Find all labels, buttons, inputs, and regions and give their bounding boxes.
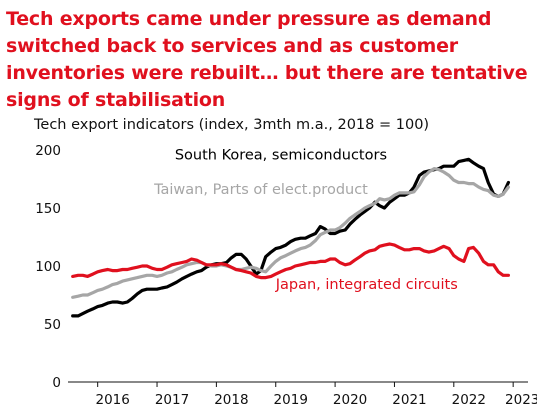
x-axis-ticks <box>97 382 514 387</box>
x-tick-label: 2018 <box>214 392 248 408</box>
chart-subtitle: Tech export indicators (index, 3mth m.a.… <box>34 117 430 133</box>
series-label: Japan, integrated circuits <box>275 277 458 293</box>
series-label: Taiwan, Parts of elect.product <box>153 182 368 198</box>
series-line-taiwan-parts-of-elect-product <box>71 167 510 299</box>
y-tick-label: 200 <box>35 143 61 159</box>
y-tick-label: 100 <box>35 259 61 275</box>
x-tick-label: 2019 <box>274 392 308 408</box>
x-tick-label: 2016 <box>95 392 129 408</box>
x-tick-label: 2017 <box>155 392 189 408</box>
y-tick-label: 150 <box>35 201 61 217</box>
x-tick-label: 2022 <box>452 392 486 408</box>
x-tick-label: 2021 <box>392 392 426 408</box>
series-lines <box>71 157 510 318</box>
x-tick-label: 2023 <box>505 392 537 408</box>
chart-headline: Tech exports came under pressure as dema… <box>6 8 528 111</box>
y-tick-label: 50 <box>44 317 61 333</box>
y-axis-labels: 0 50 100 150 200 <box>35 143 61 391</box>
x-axis-labels: 2016 2017 2018 2019 2020 2021 2022 2023 <box>95 392 537 408</box>
x-tick-label: 2020 <box>333 392 367 408</box>
y-tick-label: 0 <box>52 375 61 391</box>
series-annotations: South Korea, semiconductors Taiwan, Parts… <box>153 147 458 293</box>
series-label: South Korea, semiconductors <box>175 147 387 163</box>
series-line-japan-integrated-circuits <box>71 242 510 280</box>
